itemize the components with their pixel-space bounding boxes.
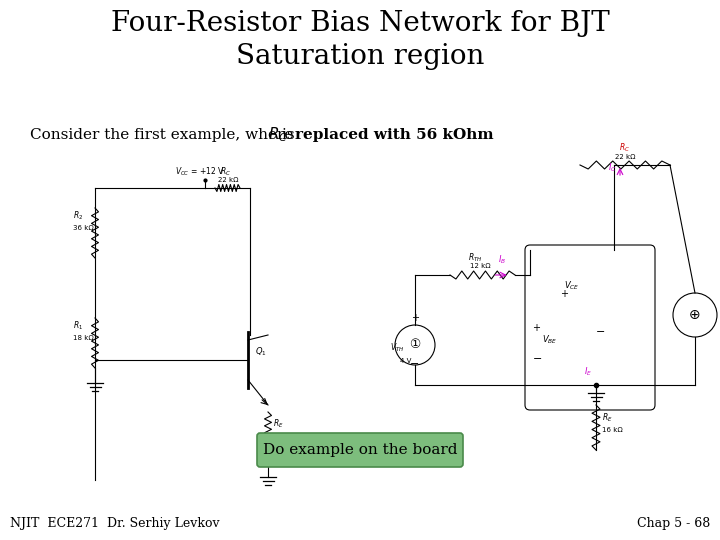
- Text: $R_E$: $R_E$: [602, 411, 613, 423]
- Text: ①: ①: [410, 339, 420, 352]
- Text: $I_C$: $I_C$: [608, 161, 616, 173]
- Text: 12 kΩ: 12 kΩ: [470, 263, 491, 269]
- Text: $R_2$: $R_2$: [73, 209, 84, 221]
- Text: $R_E$: $R_E$: [273, 418, 284, 430]
- Text: $R_C$: $R_C$: [619, 142, 631, 154]
- Text: ⊕: ⊕: [689, 308, 701, 322]
- Text: 16 kΩ: 16 kΩ: [273, 434, 294, 440]
- Text: $R_C$: $R_C$: [268, 126, 288, 144]
- Text: −: −: [532, 354, 541, 363]
- Text: $Q_1$: $Q_1$: [255, 346, 266, 359]
- Text: Do example on the board: Do example on the board: [263, 443, 457, 457]
- Text: 4 V: 4 V: [400, 358, 411, 364]
- Text: is: is: [282, 128, 300, 142]
- Text: $I_E$: $I_E$: [584, 365, 592, 377]
- Text: Four-Resistor Bias Network for BJT
Saturation region: Four-Resistor Bias Network for BJT Satur…: [111, 10, 609, 70]
- Text: $V_{TH}$: $V_{TH}$: [390, 341, 405, 354]
- Text: $V_{CE}$: $V_{CE}$: [564, 280, 580, 292]
- Text: −: −: [596, 327, 606, 338]
- Text: 36 kΩ: 36 kΩ: [73, 225, 94, 231]
- Text: 16 kΩ: 16 kΩ: [602, 427, 623, 433]
- FancyBboxPatch shape: [257, 433, 463, 467]
- Text: 18 kΩ: 18 kΩ: [73, 335, 94, 341]
- Text: replaced with 56 kOhm: replaced with 56 kOhm: [295, 128, 494, 142]
- Text: −: −: [410, 359, 420, 369]
- Text: $R_C$: $R_C$: [220, 165, 230, 178]
- Text: 22 kΩ: 22 kΩ: [615, 154, 635, 160]
- Text: $R_1$: $R_1$: [73, 319, 84, 332]
- Text: +: +: [532, 322, 541, 333]
- Text: $R_{TH}$: $R_{TH}$: [467, 251, 482, 264]
- Text: Consider the first example, where: Consider the first example, where: [30, 128, 298, 142]
- Text: 22 kΩ: 22 kΩ: [217, 177, 238, 183]
- Text: Chap 5 - 68: Chap 5 - 68: [636, 517, 710, 530]
- FancyBboxPatch shape: [525, 245, 655, 410]
- Text: $I_B$: $I_B$: [498, 254, 505, 267]
- Text: +: +: [411, 313, 419, 323]
- Text: $V_{BE}$: $V_{BE}$: [542, 334, 557, 347]
- Text: +: +: [560, 289, 568, 299]
- Text: NJIT  ECE271  Dr. Serhiy Levkov: NJIT ECE271 Dr. Serhiy Levkov: [10, 517, 220, 530]
- Text: $V_{CC}$ = +12 V: $V_{CC}$ = +12 V: [175, 166, 225, 179]
